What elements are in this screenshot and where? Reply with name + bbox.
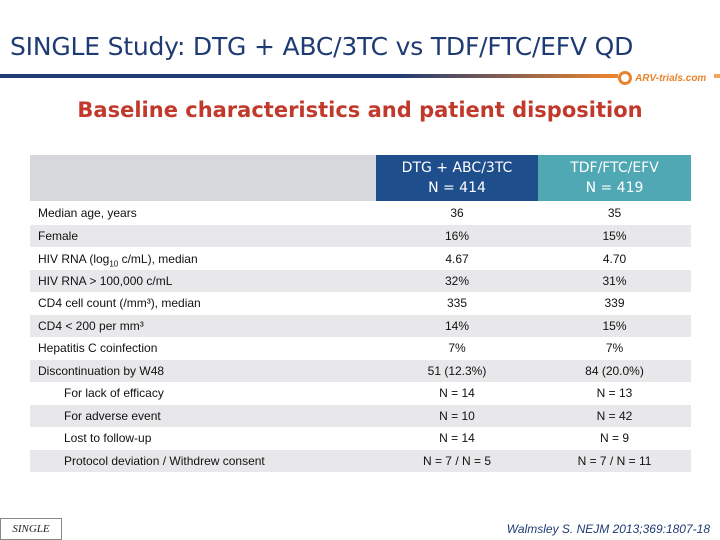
row-label-post: c/mL), median	[118, 252, 198, 266]
row-value-dtg: 7%	[448, 341, 466, 355]
row-label: Lost to follow-up	[64, 431, 152, 445]
table-row: CD4 < 200 per mm³ 14% 15%	[30, 315, 691, 337]
column-header-dtg-name: DTG + ABC/3TC	[401, 160, 513, 176]
row-value-tdf: N = 13	[596, 386, 633, 400]
row-label: Discontinuation by W48	[38, 364, 165, 378]
row-value-tdf: 15%	[602, 319, 627, 333]
row-value-tdf: N = 9	[599, 431, 629, 445]
row-value-tdf: N = 42	[596, 409, 633, 423]
row-value-dtg: N = 14	[439, 386, 475, 400]
column-header-tdf-n: N = 419	[585, 180, 644, 196]
row-label: Hepatitis C coinfection	[38, 341, 158, 355]
table-row: Median age, years 36 35	[30, 202, 691, 224]
row-label: Female	[38, 229, 79, 243]
row-label-pre: HIV RNA (log	[38, 252, 110, 266]
logo-text: ARV-trials.com	[635, 72, 707, 84]
column-header-tdf: TDF/FTC/EFV N = 419	[538, 155, 691, 201]
row-value-tdf: N = 7 / N = 11	[577, 454, 652, 468]
column-header-dtg: DTG + ABC/3TC N = 414	[376, 155, 538, 201]
table-row: Lost to follow-up N = 14 N = 9	[30, 427, 691, 449]
row-value-dtg: N = 10	[439, 409, 475, 423]
table-row: Hepatitis C coinfection 7% 7%	[30, 337, 691, 359]
arv-trials-logo: ARV-trials.com	[618, 69, 714, 87]
row-value-tdf: 7%	[605, 341, 624, 355]
row-label: CD4 cell count (/mm³), median	[38, 296, 201, 310]
row-value-dtg: 14%	[444, 319, 470, 333]
row-label: CD4 < 200 per mm³	[38, 319, 144, 333]
row-value-tdf: 339	[604, 296, 625, 310]
title-divider	[0, 74, 720, 78]
row-label: For lack of efficacy	[64, 386, 164, 400]
table-row: Discontinuation by W48 51 (12.3%) 84 (20…	[30, 360, 691, 382]
citation: Walmsley S. NEJM 2013;369:1807-18	[506, 522, 710, 536]
row-label: HIV RNA > 100,000 c/mL	[38, 274, 173, 288]
table-row: Female 16% 15%	[30, 225, 691, 247]
table-header-blank	[30, 155, 376, 201]
row-label: HIV RNA (log10 c/mL), median	[38, 252, 198, 268]
table-row: HIV RNA > 100,000 c/mL 32% 31%	[30, 270, 691, 292]
row-value-dtg: 4.67	[445, 252, 469, 266]
row-value-dtg: 32%	[444, 274, 470, 288]
table-row: Protocol deviation / Withdrew consent N …	[30, 450, 691, 472]
slide-subtitle: Baseline characteristics and patient dis…	[77, 98, 643, 122]
column-header-tdf-name: TDF/FTC/EFV	[570, 160, 659, 176]
row-label: Median age, years	[38, 206, 137, 220]
column-header-dtg-n: N = 414	[428, 180, 486, 196]
logo-ring-icon	[618, 71, 632, 85]
slide-title: SINGLE Study: DTG + ABC/3TC vs TDF/FTC/E…	[10, 32, 634, 61]
row-label-subscript: 10	[109, 259, 119, 269]
table-row: For adverse event N = 10 N = 42	[30, 405, 691, 427]
row-value-dtg: N = 7 / N = 5	[422, 454, 492, 468]
row-value-tdf: 4.70	[602, 252, 627, 266]
row-value-dtg: 36	[450, 206, 464, 220]
row-value-tdf: 31%	[602, 274, 627, 288]
row-value-dtg: 51 (12.3%)	[427, 364, 487, 378]
row-value-tdf: 15%	[602, 229, 627, 243]
study-tag: SINGLE	[0, 518, 62, 540]
row-label: For adverse event	[64, 409, 161, 423]
row-value-tdf: 35	[607, 206, 622, 220]
row-label: Protocol deviation / Withdrew consent	[64, 454, 265, 468]
table-row: For lack of efficacy N = 14 N = 13	[30, 382, 691, 404]
row-value-dtg: 335	[446, 296, 468, 310]
row-value-dtg: 16%	[444, 229, 470, 243]
table-row: HIV RNA (log10 c/mL), median 4.67 4.70	[30, 248, 691, 270]
row-value-tdf: 84 (20.0%)	[585, 364, 644, 378]
table-row: CD4 cell count (/mm³), median 335 339	[30, 292, 691, 314]
row-value-dtg: N = 14	[439, 431, 475, 445]
